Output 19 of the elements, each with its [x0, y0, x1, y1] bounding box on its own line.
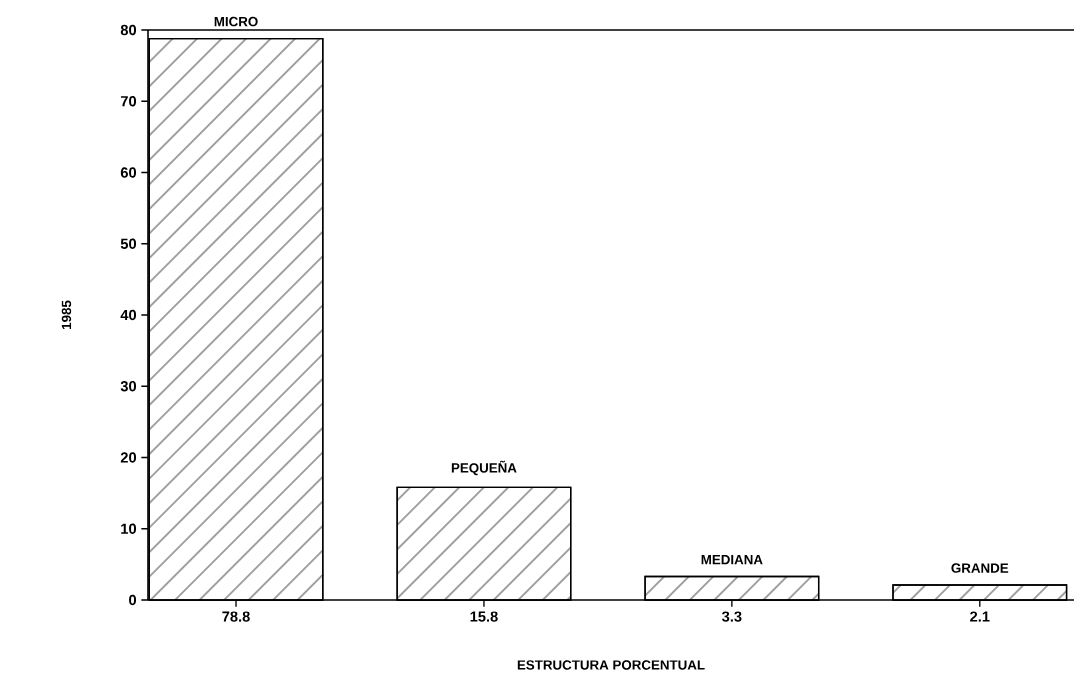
x-axis-title: ESTRUCTURA PORCENTUAL: [517, 660, 705, 670]
y-tick-label: 10: [121, 523, 137, 534]
y-axis-title: 1985: [61, 300, 72, 329]
y-tick-label: 20: [120, 452, 137, 463]
y-tick-label: 0: [129, 594, 137, 606]
y-tick-label: 50: [120, 238, 137, 249]
annotation: MEDIANA: [701, 555, 763, 565]
y-tick-label: 60: [120, 167, 137, 178]
y-tick-label: 30: [120, 381, 137, 392]
x-tick-label: 78.8: [222, 611, 250, 622]
annotation: PEQUEÑA: [451, 460, 517, 476]
x-tick-label: 2.1: [970, 611, 990, 622]
y-tick-label: 80: [120, 24, 137, 36]
y-tick-label: 40: [120, 309, 137, 321]
y-tick-label: 70: [120, 96, 137, 107]
text: MICRO: [214, 16, 258, 27]
annotation: GRANDE: [951, 563, 1009, 573]
x-tick-label: 3.3: [722, 611, 742, 622]
x-tick-label: 15.8: [470, 611, 498, 622]
